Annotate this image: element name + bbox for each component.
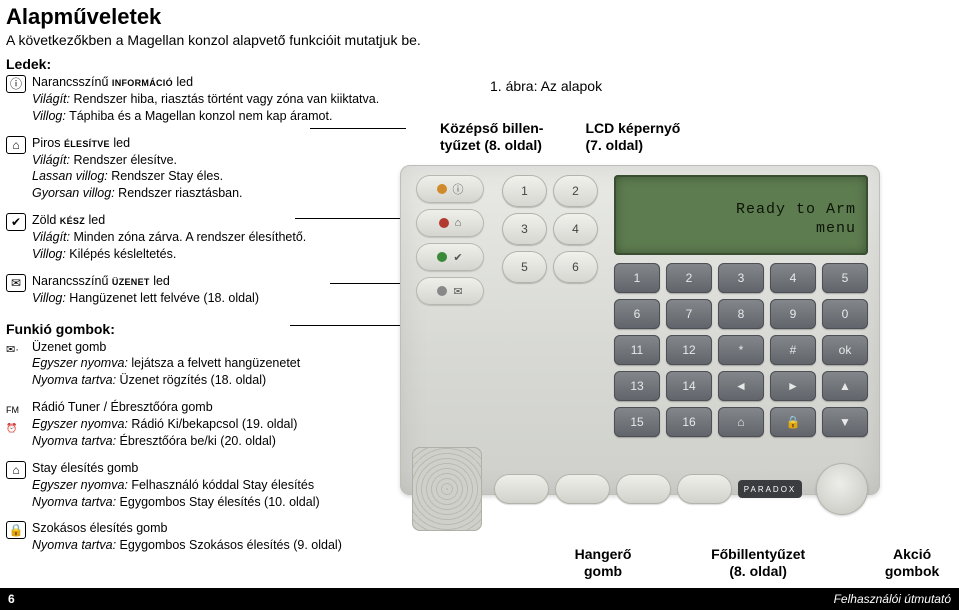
center-key[interactable]: 1 (502, 175, 547, 207)
status-led-info[interactable]: ⓘ (416, 175, 484, 203)
house-icon: ⌂ (6, 461, 26, 479)
key[interactable]: # (770, 335, 816, 365)
key[interactable]: * (718, 335, 764, 365)
key[interactable]: 4 (770, 263, 816, 293)
page-title: Alapműveletek (0, 0, 959, 30)
key[interactable]: 16 (666, 407, 712, 437)
func-regular: 🔒 Szokásos élesítés gomb Nyomva tartva: … (6, 520, 390, 554)
status-leds: ⓘ ⌂ ✔ ✉ (416, 175, 484, 437)
key[interactable]: 9 (770, 299, 816, 329)
key[interactable]: 1 (614, 263, 660, 293)
status-led-msg[interactable]: ✉ (416, 277, 484, 305)
figure-caption: 1. ábra: Az alapok (490, 78, 602, 94)
leader-line (290, 325, 406, 326)
func-btn-stay[interactable] (616, 474, 671, 504)
center-key[interactable]: 3 (502, 213, 547, 245)
key[interactable]: 🔒 (770, 407, 816, 437)
led-label: Narancsszínű (32, 75, 112, 89)
lcd-screen: Ready to Arm menu (614, 175, 868, 255)
leds-list: ⓘ Narancsszínű információ led Világít: R… (0, 74, 390, 307)
key[interactable]: 13 (614, 371, 660, 401)
key[interactable]: ok (822, 335, 868, 365)
house-icon: ⌂ (6, 136, 26, 154)
func-btn-fm[interactable] (555, 474, 610, 504)
lock-icon: 🔒 (6, 521, 26, 539)
key[interactable]: ▲ (822, 371, 868, 401)
device-bottom-labels: Hangerő gomb Főbillentyűzet (8. oldal) A… (555, 546, 959, 580)
main-keypad: 1 2 3 4 5 6 7 8 9 0 11 12 * # ok 13 14 ◄… (614, 263, 868, 437)
label-center-keypad: Középső billen- tyűzet (8. oldal) (440, 120, 543, 154)
magellan-console: ⓘ ⌂ ✔ ✉ 1 2 3 4 5 6 Ready to Arm menu 1 … (400, 165, 880, 495)
center-key[interactable]: 2 (553, 175, 598, 207)
func-btn-arm[interactable] (677, 474, 732, 504)
key[interactable]: 3 (718, 263, 764, 293)
key[interactable]: 0 (822, 299, 868, 329)
speaker-grille (412, 447, 482, 531)
leader-line (295, 218, 406, 219)
info-icon: ⓘ (6, 75, 26, 93)
led-info: ⓘ Narancsszínű információ led Világít: R… (6, 74, 390, 125)
label-main-keypad: Főbillentyűzet (8. oldal) (711, 546, 805, 580)
brand-badge: PARADOX (738, 480, 802, 498)
status-led-armed[interactable]: ⌂ (416, 209, 484, 237)
func-btn-msg[interactable] (494, 474, 549, 504)
key[interactable]: 2 (666, 263, 712, 293)
page-footer: 6 Felhasználói útmutató (0, 588, 959, 610)
key[interactable]: ◄ (718, 371, 764, 401)
func-radio: FM ⏰ Rádió Tuner / Ébresztőóra gomb Egys… (6, 399, 390, 450)
key[interactable]: 12 (666, 335, 712, 365)
func-message: ✉· Üzenet gomb Egyszer nyomva: lejátsza … (6, 339, 390, 390)
center-key[interactable]: 6 (553, 251, 598, 283)
key[interactable]: 11 (614, 335, 660, 365)
led-message: ✉ Narancsszínű üzenet led Villog: Hangüz… (6, 273, 390, 307)
func-stay: ⌂ Stay élesítés gomb Egyszer nyomva: Fel… (6, 460, 390, 511)
key[interactable]: 14 (666, 371, 712, 401)
leader-line (330, 283, 406, 284)
key[interactable]: 15 (614, 407, 660, 437)
key[interactable]: 7 (666, 299, 712, 329)
label-action-buttons: Akció gombok (865, 546, 959, 580)
envelope-icon: ✉ (6, 274, 26, 292)
center-key[interactable]: 4 (553, 213, 598, 245)
volume-knob[interactable] (816, 463, 868, 515)
led-armed: ⌂ Piros élesítve led Világít: Rendszer é… (6, 135, 390, 203)
key[interactable]: 6 (614, 299, 660, 329)
footer-text: Felhasználói útmutató (834, 592, 951, 606)
key[interactable]: 8 (718, 299, 764, 329)
key[interactable]: ⌂ (718, 407, 764, 437)
center-key[interactable]: 5 (502, 251, 547, 283)
led-ready: ✔ Zöld kész led Világít: Minden zóna zár… (6, 212, 390, 263)
page-subtitle: A következőkben a Magellan konzol alapve… (0, 30, 959, 56)
device-top-labels: Középső billen- tyűzet (8. oldal) LCD ké… (440, 120, 680, 154)
key[interactable]: 5 (822, 263, 868, 293)
leds-heading: Ledek: (0, 56, 959, 74)
status-led-ready[interactable]: ✔ (416, 243, 484, 271)
label-volume: Hangerő gomb (555, 546, 651, 580)
key[interactable]: ▼ (822, 407, 868, 437)
key[interactable]: ► (770, 371, 816, 401)
msg-btn-icon: ✉· (6, 344, 19, 356)
page-number: 6 (8, 592, 15, 606)
fm-alarm-icon: FM ⏰ (6, 405, 19, 433)
center-keypad: 1 2 3 4 5 6 (502, 175, 598, 437)
leader-line (310, 128, 406, 129)
label-lcd: LCD képernyő (7. oldal) (585, 120, 680, 154)
func-list: ✉· Üzenet gomb Egyszer nyomva: lejátsza … (0, 339, 390, 555)
check-icon: ✔ (6, 213, 26, 231)
